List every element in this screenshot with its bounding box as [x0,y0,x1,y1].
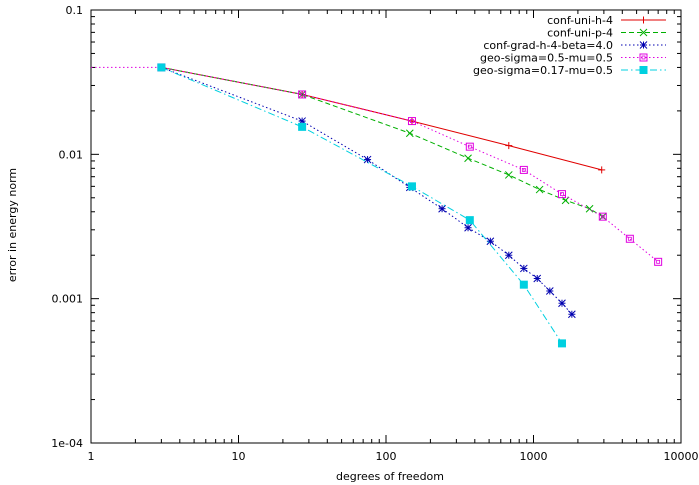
series-layer [91,63,663,348]
legend-marker [639,66,648,74]
y-tick-label: 0.001 [52,293,84,306]
data-point [464,223,472,232]
x-tick-label: 10 [232,450,246,463]
legend-marker [639,41,648,49]
axis-ticks: 1 10 100 1000 10000 1e-04 0.001 0.01 0.1 [51,4,698,463]
data-point [625,234,634,243]
legend-label: geo-sigma=0.17-mu=0.5 [473,64,613,77]
data-point [408,117,416,125]
data-point [363,155,372,164]
data-point [465,142,474,151]
x-axis-label: degrees of freedom [336,470,444,483]
series-line [161,66,602,171]
data-point [298,90,306,99]
data-point [545,287,554,295]
data-point [654,257,663,266]
x-tick-label: 10000 [664,450,699,463]
y-tick-label: 0.1 [66,4,84,17]
data-point [464,154,472,163]
legend-marker [640,16,647,24]
legend-label: conf-uni-p-4 [547,27,613,40]
y-axis-label: error in energy norm [6,168,19,282]
data-point [519,280,528,289]
legend-label: conf-uni-h-4 [547,14,613,27]
legend-item: geo-sigma=0.17-mu=0.5 [473,64,666,77]
y-tick-label: 0.01 [59,148,84,161]
x-tick-label: 100 [376,450,397,463]
legend-item: geo-sigma=0.5-mu=0.5 [480,52,666,65]
data-point [298,122,307,131]
legend-item: conf-uni-p-4 [547,27,666,40]
series-conf-grad-h-4-beta=4.0 [157,63,576,319]
series-conf-uni-p-4 [157,63,607,221]
legend-item: conf-uni-h-4 [547,14,666,27]
data-point [557,339,566,348]
data-point [405,129,414,138]
data-point [504,251,513,260]
data-point [298,90,307,99]
series-line [161,66,563,344]
series-line [161,66,604,218]
data-point [157,63,166,72]
x-tick-label: 1 [88,450,95,463]
data-point [598,212,607,221]
data-point [407,182,416,191]
y-tick-label: 1e-04 [51,437,83,450]
data-point [438,204,446,213]
legend-marker [639,28,648,37]
data-point [486,237,495,246]
legend: conf-uni-h-4conf-uni-p-4conf-grad-h-4-be… [473,14,666,77]
data-point [519,264,528,273]
series-conf-uni-h-4 [157,63,606,174]
data-point [465,216,474,225]
legend-item: conf-grad-h-4-beta=4.0 [483,39,666,52]
data-point [598,166,606,174]
data-point [557,190,566,199]
data-point [533,274,542,283]
series-geo-sigma=0.17-mu=0.5 [157,63,566,348]
legend-label: conf-grad-h-4-beta=4.0 [483,39,613,52]
data-point [504,171,513,179]
legend-marker [639,53,648,62]
x-tick-label: 1000 [520,450,548,463]
data-point [505,142,513,150]
legend-label: geo-sigma=0.5-mu=0.5 [480,52,613,65]
data-point [568,310,576,319]
data-point [558,299,566,308]
series-line [91,66,659,263]
series-line [161,66,573,315]
series-geo-sigma=0.5-mu=0.5 [91,63,663,266]
data-point [519,165,528,174]
data-point [407,117,416,126]
data-point [535,185,544,194]
